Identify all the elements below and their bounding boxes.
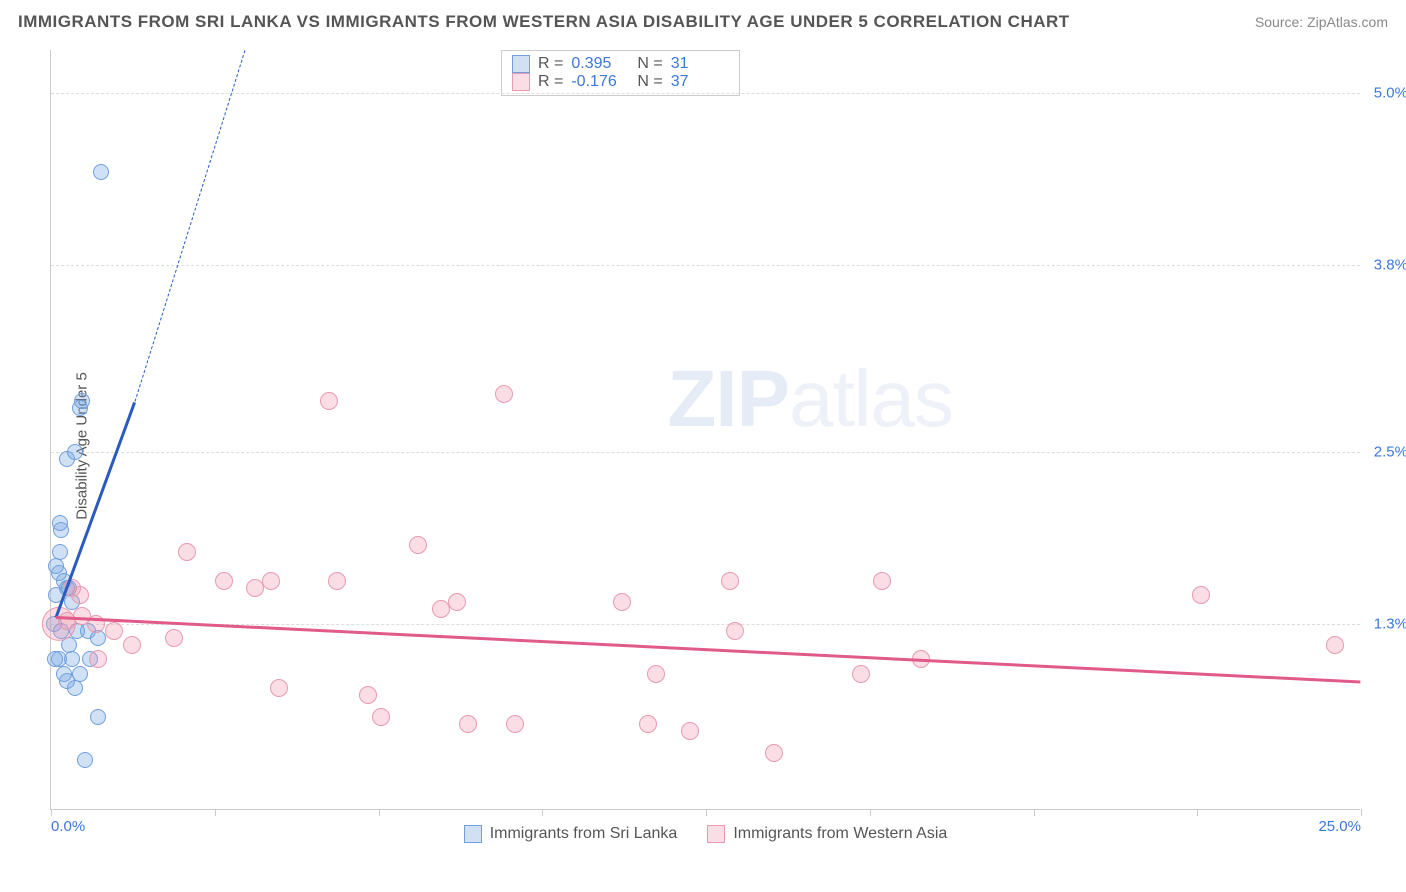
legend-swatch-2	[512, 73, 530, 91]
watermark: ZIPatlas	[668, 353, 953, 445]
series-label-2: Immigrants from Western Asia	[733, 825, 947, 843]
watermark-rest: atlas	[789, 354, 953, 443]
legend-n-value-2: 37	[671, 73, 729, 91]
data-point	[71, 586, 89, 604]
data-point	[726, 622, 744, 640]
data-point	[105, 622, 123, 640]
data-point	[1192, 586, 1210, 604]
source-attribution: Source: ZipAtlas.com	[1255, 14, 1388, 30]
legend-n-label-2: N =	[637, 73, 662, 91]
x-tick	[1197, 809, 1198, 816]
data-point	[873, 572, 891, 590]
trend-line	[134, 50, 245, 402]
data-point	[270, 679, 288, 697]
data-point	[77, 752, 93, 768]
data-point	[372, 708, 390, 726]
y-tick-label: 2.5%	[1374, 443, 1406, 460]
data-point	[495, 385, 513, 403]
data-point	[409, 536, 427, 554]
gridline	[51, 265, 1360, 266]
x-tick	[706, 809, 707, 816]
series-swatch-2	[707, 825, 725, 843]
y-tick-label: 1.3%	[1374, 615, 1406, 632]
legend-swatch-1	[512, 55, 530, 73]
data-point	[47, 651, 63, 667]
series-label-1: Immigrants from Sri Lanka	[490, 825, 678, 843]
legend-r-value-2: -0.176	[571, 73, 629, 91]
chart-header: IMMIGRANTS FROM SRI LANKA VS IMMIGRANTS …	[18, 12, 1388, 32]
source-label: Source:	[1255, 14, 1303, 30]
data-point	[328, 572, 346, 590]
legend-n-value-1: 31	[671, 55, 729, 73]
data-point	[852, 665, 870, 683]
legend-n-label-1: N =	[637, 55, 662, 73]
data-point	[506, 715, 524, 733]
y-tick-label: 3.8%	[1374, 257, 1406, 274]
trend-line	[55, 402, 136, 618]
plot-region: ZIPatlas R = 0.395 N = 31 R = -0.176 N =…	[50, 50, 1360, 810]
chart-title: IMMIGRANTS FROM SRI LANKA VS IMMIGRANTS …	[18, 12, 1070, 32]
data-point	[52, 515, 68, 531]
chart-area: ZIPatlas R = 0.395 N = 31 R = -0.176 N =…	[50, 50, 1360, 840]
data-point	[89, 650, 107, 668]
data-point	[56, 666, 72, 682]
data-point	[1326, 636, 1344, 654]
data-point	[178, 543, 196, 561]
x-tick	[51, 809, 52, 816]
data-point	[639, 715, 657, 733]
data-point	[765, 744, 783, 762]
data-point	[67, 680, 83, 696]
x-tick-label: 0.0%	[51, 818, 85, 835]
data-point	[359, 686, 377, 704]
x-tick-label: 25.0%	[1318, 818, 1361, 835]
data-point	[448, 593, 466, 611]
data-point	[52, 544, 68, 560]
data-point	[58, 612, 76, 630]
data-point	[721, 572, 739, 590]
series-legend-item-1: Immigrants from Sri Lanka	[464, 825, 678, 843]
x-tick	[1361, 809, 1362, 816]
data-point	[215, 572, 233, 590]
data-point	[165, 629, 183, 647]
trend-line	[56, 616, 1361, 683]
data-point	[262, 572, 280, 590]
legend-r-label-2: R =	[538, 73, 563, 91]
data-point	[93, 164, 109, 180]
y-tick-label: 5.0%	[1374, 85, 1406, 102]
correlation-legend: R = 0.395 N = 31 R = -0.176 N = 37	[501, 50, 740, 96]
series-swatch-1	[464, 825, 482, 843]
legend-r-label-1: R =	[538, 55, 563, 73]
data-point	[74, 393, 90, 409]
gridline	[51, 452, 1360, 453]
data-point	[67, 444, 83, 460]
legend-row-2: R = -0.176 N = 37	[512, 73, 729, 91]
data-point	[459, 715, 477, 733]
x-tick	[542, 809, 543, 816]
legend-row-1: R = 0.395 N = 31	[512, 55, 729, 73]
x-tick	[1034, 809, 1035, 816]
watermark-bold: ZIP	[668, 354, 789, 443]
source-site: ZipAtlas.com	[1307, 14, 1388, 30]
data-point	[647, 665, 665, 683]
legend-r-value-1: 0.395	[571, 55, 629, 73]
x-tick	[870, 809, 871, 816]
data-point	[90, 709, 106, 725]
series-legend: Immigrants from Sri Lanka Immigrants fro…	[51, 825, 1360, 843]
x-tick	[215, 809, 216, 816]
x-tick	[379, 809, 380, 816]
data-point	[123, 636, 141, 654]
gridline	[51, 624, 1360, 625]
data-point	[681, 722, 699, 740]
data-point	[320, 392, 338, 410]
data-point	[613, 593, 631, 611]
series-legend-item-2: Immigrants from Western Asia	[707, 825, 947, 843]
gridline	[51, 93, 1360, 94]
